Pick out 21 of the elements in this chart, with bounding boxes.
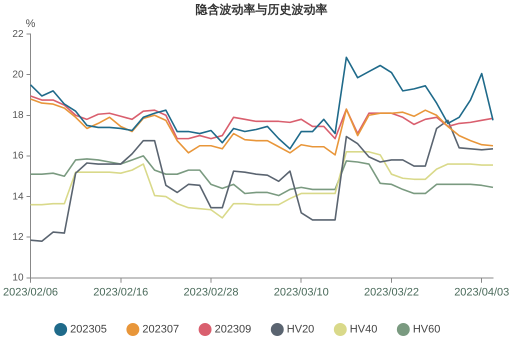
legend-label: HV20 — [286, 324, 314, 336]
y-tick-label: 22 — [12, 28, 24, 40]
y-tick-label: 10 — [12, 272, 24, 284]
x-tick-label: 2023/02/28 — [183, 286, 239, 298]
legend-label: 202307 — [142, 324, 180, 336]
x-tick-label: 2023/04/03 — [454, 286, 510, 298]
y-tick-label: 14 — [12, 191, 24, 202]
y-tick-label: 12 — [12, 232, 24, 243]
x-tick-label: 2023/03/10 — [274, 286, 329, 298]
y-tick-label: 16 — [12, 150, 24, 162]
legend-label: 202309 — [214, 324, 252, 336]
y-tick-label: 20 — [12, 69, 24, 80]
y-tick-label: 18 — [12, 110, 24, 122]
x-tick-label: 2023/03/22 — [364, 286, 420, 298]
legend-label: HV40 — [350, 324, 378, 336]
x-tick-label: 2023/02/06 — [2, 286, 58, 298]
legend-label: HV60 — [412, 324, 440, 336]
x-tick-label: 2023/02/16 — [93, 286, 148, 298]
legend-label: 202305 — [70, 324, 107, 336]
chart-title: 隐含波动率与历史波动率 — [196, 2, 328, 16]
y-axis-title: % — [26, 18, 36, 30]
